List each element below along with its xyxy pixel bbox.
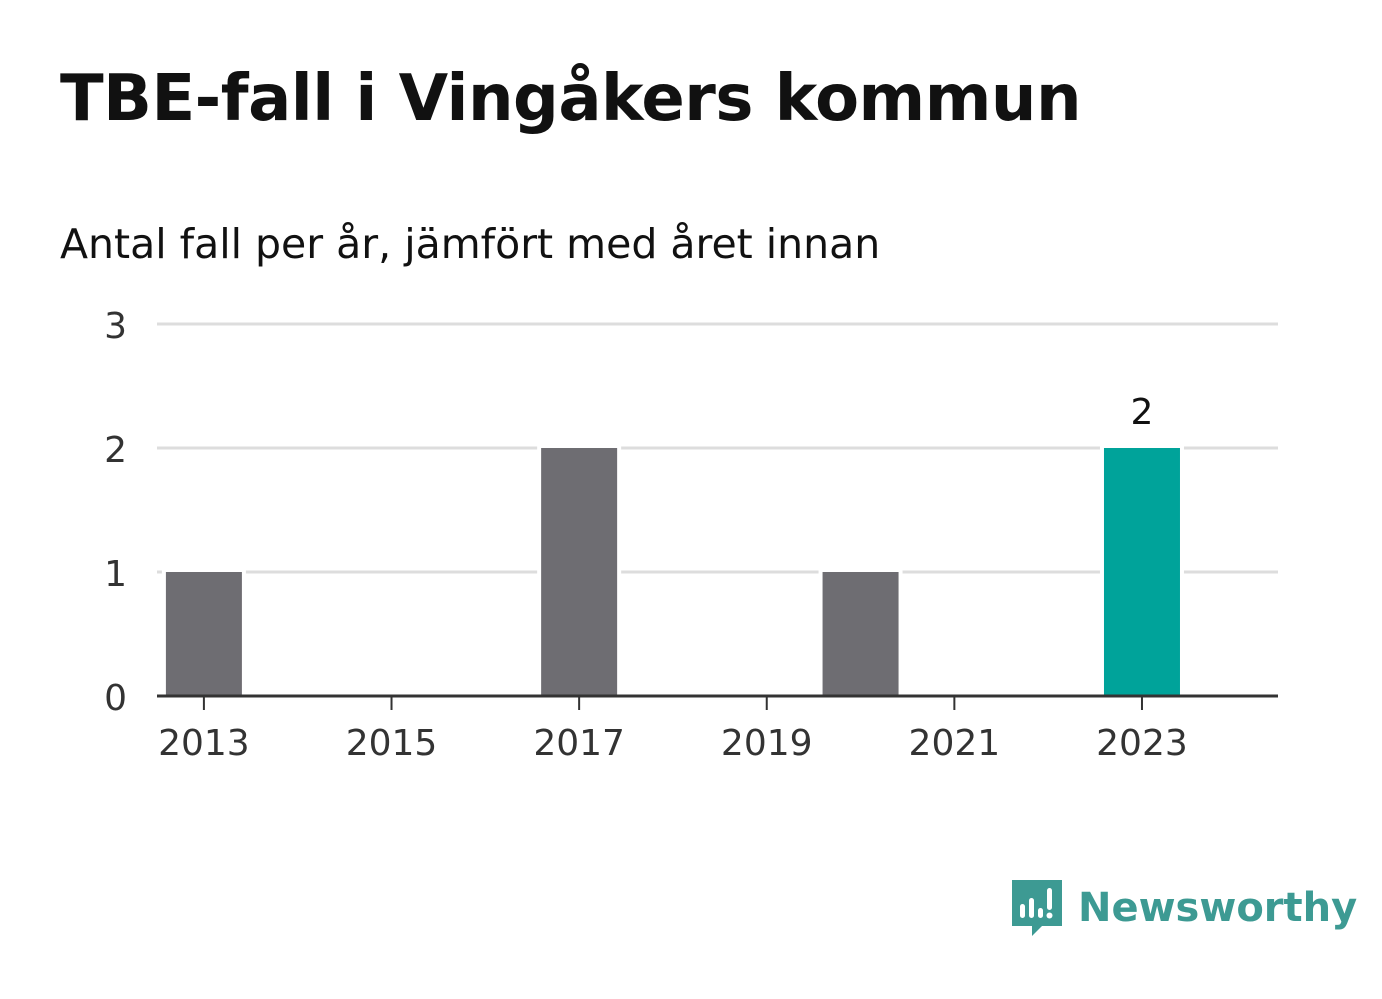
- bar-value-label: 2: [1131, 392, 1154, 433]
- newsworthy-logo-icon: [1012, 880, 1062, 936]
- x-tick-label: 2019: [721, 723, 813, 764]
- labels: 0 1 2 3 2 2013 2015 2017 2019 2021 2023: [104, 306, 1188, 764]
- bar-2020: [822, 572, 899, 695]
- newsworthy-brand: Newsworthy: [1010, 878, 1357, 938]
- bar-2013: [165, 572, 242, 695]
- y-tick-label: 2: [104, 430, 127, 471]
- bar-2017: [541, 448, 618, 695]
- chart-title: TBE-fall i Vingåkers kommun: [60, 62, 1082, 136]
- x-axis: [157, 694, 1278, 710]
- y-tick-label: 3: [104, 306, 127, 347]
- x-tick-label: 2017: [533, 723, 625, 764]
- x-tick-label: 2015: [346, 723, 438, 764]
- y-tick-label: 0: [104, 678, 127, 719]
- y-tick-label: 1: [104, 554, 127, 595]
- chart-subtitle: Antal fall per år, jämfört med året inna…: [60, 220, 881, 268]
- x-tick-label: 2023: [1096, 723, 1188, 764]
- brand-name: Newsworthy: [1078, 885, 1358, 931]
- x-tick-label: 2021: [909, 723, 1001, 764]
- x-tick-label: 2013: [158, 723, 250, 764]
- gridlines: [157, 322, 1278, 574]
- bar-2023: [1103, 448, 1180, 695]
- bars: [161, 446, 1184, 696]
